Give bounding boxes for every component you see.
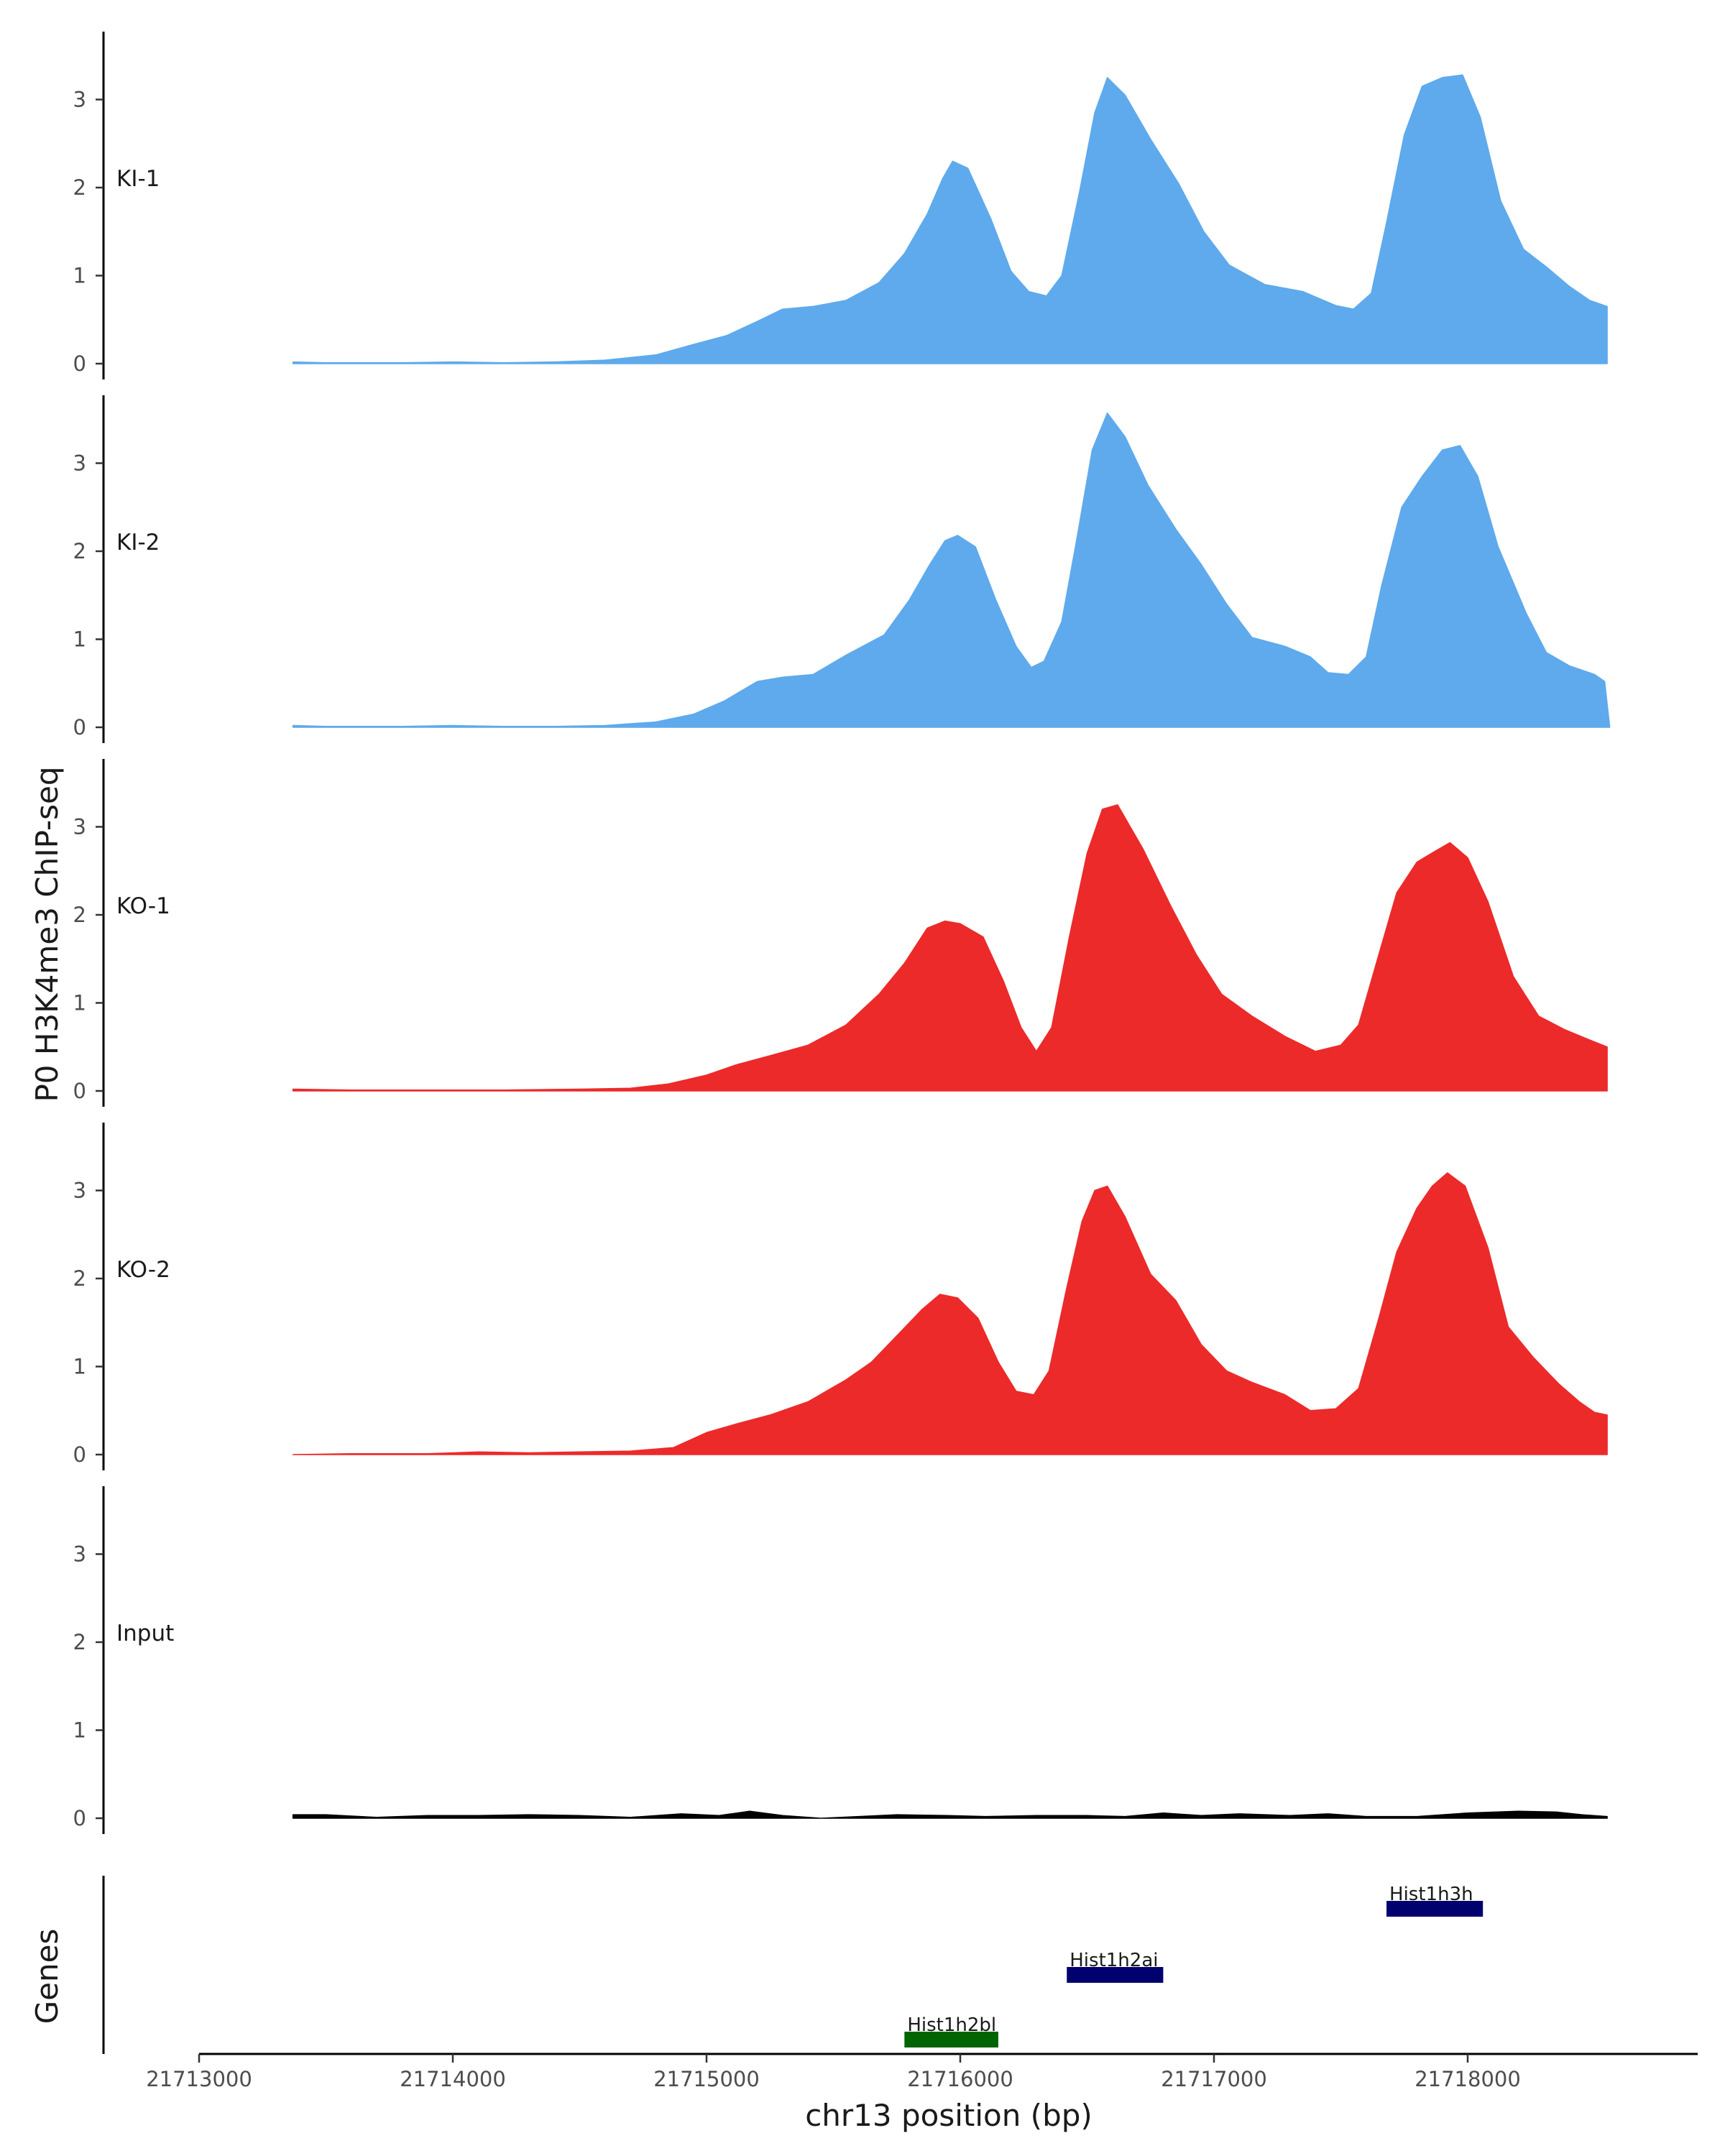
y-tick-label: 3: [73, 1179, 86, 1203]
strand-chevron-icon: [988, 2032, 997, 2047]
gene-body: [1067, 1967, 1164, 1983]
gene-hist1h2bl: Hist1h2bl: [904, 2014, 998, 2047]
strand-chevron-icon: [1068, 1968, 1077, 1982]
track-label: KI-1: [116, 166, 160, 192]
gene-body: [904, 2032, 998, 2047]
y-tick-label: 3: [73, 815, 86, 839]
x-tick-label: 21714000: [400, 2067, 506, 2091]
y-tick-label: 0: [73, 351, 86, 376]
track-label: KO-1: [116, 893, 170, 919]
y-tick-label: 1: [73, 264, 86, 288]
genes-axis-title: Genes: [29, 1929, 65, 2024]
y-tick-label: 1: [73, 627, 86, 652]
y-tick-label: 0: [73, 1079, 86, 1103]
track-label: KO-2: [116, 1257, 170, 1283]
y-tick-label: 1: [73, 1355, 86, 1379]
y-tick-label: 3: [73, 451, 86, 476]
y-tick-label: 1: [73, 1718, 86, 1743]
track-input: 0 1 2 3 Input: [73, 1486, 1608, 1834]
y-tick-label: 0: [73, 1442, 86, 1467]
coverage-area-ko-2: [292, 1172, 1608, 1455]
coverage-area-ko-1: [292, 804, 1608, 1092]
coverage-area-ki-2: [292, 412, 1611, 728]
y-tick-label: 0: [73, 715, 86, 740]
track-ko-2: 0 1 2 3 KO-2: [73, 1123, 1608, 1470]
y-tick-label: 3: [73, 88, 86, 112]
gene-hist1h2ai: Hist1h2ai: [1067, 1950, 1164, 1983]
y-tick-label: 2: [73, 539, 86, 563]
x-tick-label: 21715000: [653, 2067, 760, 2091]
strand-chevron-icon: [1388, 1902, 1397, 1916]
x-tick-label: 21718000: [1414, 2067, 1521, 2091]
genes-layer: Hist1h3h Hist1h2ai Hist1h2bl: [102, 1876, 1484, 2054]
gene-body: [1386, 1901, 1484, 1917]
y-tick-label: 2: [73, 1266, 86, 1291]
gene-label: Hist1h3h: [1389, 1884, 1473, 1905]
gene-label: Hist1h2bl: [907, 2014, 996, 2036]
y-tick-label: 2: [73, 175, 86, 200]
gene-label: Hist1h2ai: [1070, 1950, 1158, 1971]
y-tick-label: 3: [73, 1542, 86, 1567]
coverage-area-ki-1: [292, 74, 1608, 364]
x-tick-label: 21713000: [146, 2067, 252, 2091]
gene-hist1h3h: Hist1h3h: [1386, 1884, 1484, 1917]
tracks-layer: 0 1 2 3 KI-1 0 1 2 3 KI-2 0 1 2 3 KO-1 0 1 2 3 KO-2 0 1 2 3 Inpu…: [73, 32, 1611, 1834]
coverage-area-input: [292, 1810, 1608, 1819]
y-tick-label: 2: [73, 903, 86, 927]
track-ki-1: 0 1 2 3 KI-1: [73, 32, 1608, 379]
x-tick-label: 21716000: [907, 2067, 1013, 2091]
x-axis: 21713000 21714000 21715000 21716000 21717000…: [146, 2053, 1698, 2091]
y-tick-label: 1: [73, 991, 86, 1015]
y-axis-title: P0 H3K4me3 ChIP-seq: [29, 766, 65, 1102]
y-tick-label: 0: [73, 1806, 86, 1830]
track-label: KI-2: [116, 530, 160, 556]
y-tick-label: 2: [73, 1630, 86, 1654]
track-label: Input: [116, 1621, 174, 1646]
x-axis-title: chr13 position (bp): [805, 2098, 1092, 2133]
track-ki-2: 0 1 2 3 KI-2: [73, 395, 1611, 743]
x-tick-label: 21717000: [1161, 2067, 1267, 2091]
track-ko-1: 0 1 2 3 KO-1: [73, 759, 1608, 1107]
